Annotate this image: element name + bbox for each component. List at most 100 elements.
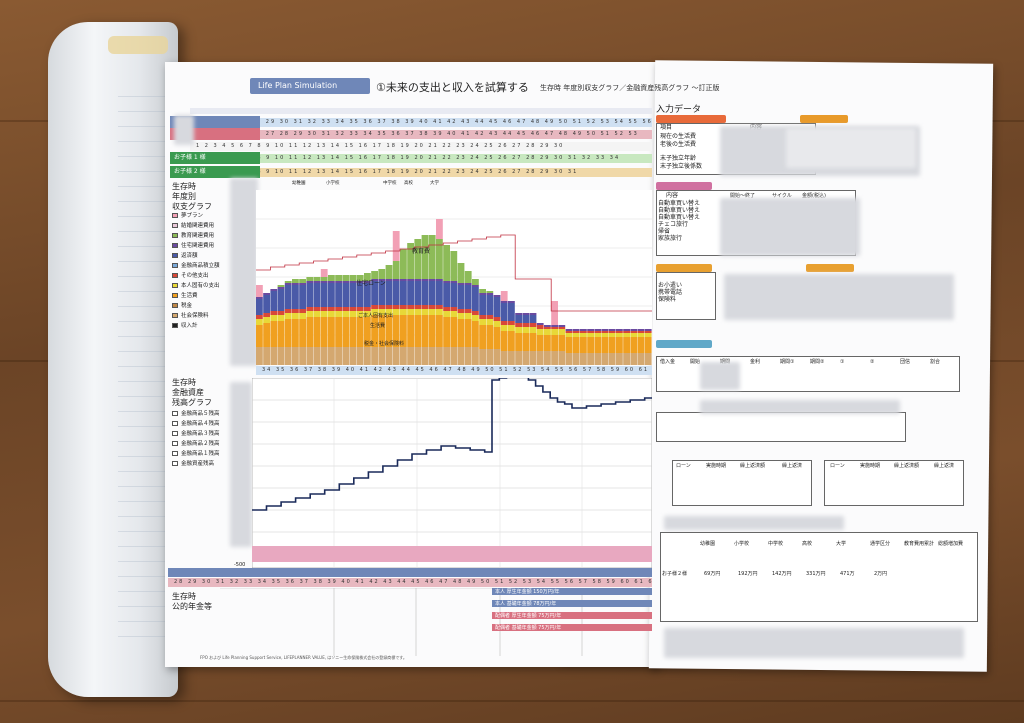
chart-bar-segment <box>356 275 364 281</box>
blurred-values <box>700 362 740 390</box>
chart-bar-segment <box>544 329 551 335</box>
chart-bar-segment <box>616 329 623 331</box>
chart-bg <box>252 378 652 568</box>
chart-bar-segment <box>443 311 450 317</box>
chart-bar-segment <box>608 337 616 353</box>
chart-bar-segment <box>400 315 407 347</box>
school-label: 幼稚園 <box>292 181 306 186</box>
chart-bar-segment <box>630 333 638 337</box>
chart-bar-segment <box>277 289 285 311</box>
blurred-header <box>786 128 916 168</box>
legend-label: 税金 <box>181 303 193 309</box>
chart-bar-segment <box>529 323 537 327</box>
chart-bar-segment <box>637 331 645 333</box>
chart-bar-segment <box>263 293 270 295</box>
event-row: 自動車買い替え <box>658 207 701 214</box>
chart-bar-segment <box>450 281 458 283</box>
chart-bar-segment <box>328 307 335 311</box>
chart-bar-segment <box>407 281 414 305</box>
page-subtitle: 生存時 年度別収支グラフ／金融資産残高グラフ 〜訂正版 <box>540 84 720 92</box>
chart-bar-segment <box>594 329 602 331</box>
prepay-col: ローン <box>676 463 691 469</box>
chart-bar-segment <box>529 313 537 315</box>
chart-bar-segment <box>306 281 314 283</box>
chart-bar-segment <box>644 353 652 365</box>
chart-bar-segment <box>378 279 386 281</box>
chart-bar-segment <box>414 309 422 315</box>
chart-bar-segment <box>421 279 429 281</box>
legend-swatch <box>172 252 178 258</box>
chart-bar-segment <box>587 333 594 337</box>
chart-bar-segment <box>284 313 292 319</box>
chart-bar-segment <box>292 283 299 285</box>
chart-bar-segment <box>515 327 522 333</box>
col-header: 内容 <box>666 192 679 199</box>
legend-item: 金融商品２残高 <box>172 438 220 448</box>
chart-bar-segment <box>385 265 393 279</box>
chart-bar-segment <box>356 307 364 311</box>
chart-bar-segment <box>385 305 393 309</box>
age-band-child1: 1 2 3 4 5 6 7 8 9 10 11 12 13 14 15 16 1… <box>190 154 652 163</box>
prepay-table-2 <box>824 460 964 506</box>
chart-bar-segment <box>572 331 580 333</box>
legend-swatch <box>172 272 178 278</box>
chart-bar-segment <box>335 275 342 281</box>
income-expense-chart <box>256 190 652 365</box>
chart-bar-segment <box>335 347 342 365</box>
edu-col-header: 小学校 <box>734 541 750 547</box>
legend-item: 生活費 <box>172 290 220 300</box>
chart-bar-segment <box>371 279 378 281</box>
chart-bar-segment <box>364 281 371 283</box>
chart-bar-segment <box>428 281 436 305</box>
chart-bar-segment <box>392 261 400 279</box>
chart-bar-segment <box>428 235 436 279</box>
chart-bar-segment <box>515 351 522 365</box>
chart-bar-segment <box>349 275 357 281</box>
chart-bar-segment <box>407 305 414 309</box>
chart-bar-segment <box>637 333 645 337</box>
chart-bar-segment <box>256 297 263 299</box>
loan-col-header: 期間① <box>780 359 795 365</box>
chart-bar-segment <box>601 333 609 337</box>
chart-bar-segment <box>263 295 270 313</box>
chart-bar-segment <box>349 283 357 307</box>
chart-bar-segment <box>587 353 594 365</box>
chart-bar-segment <box>565 337 573 353</box>
chart-bar-segment <box>486 295 494 315</box>
prepay-col: 繰上返済額 <box>894 463 920 469</box>
chart-bar-segment <box>292 279 299 283</box>
chart-bar-segment <box>421 347 429 365</box>
chart-bar-segment <box>421 235 429 279</box>
chart-bar-segment <box>378 269 386 279</box>
chart-label-living: 生活費 <box>370 323 386 329</box>
chart-bar-segment <box>479 293 486 295</box>
chart-bar-segment <box>292 309 299 313</box>
chart-bar-segment <box>414 315 422 347</box>
edu-value: 471万 <box>840 571 855 577</box>
chart-bar-segment <box>277 321 285 347</box>
chart-bar-segment <box>306 307 314 311</box>
legend-item: 返済額 <box>172 250 220 260</box>
event-row: 家族旅行 <box>658 235 683 242</box>
legend-label: 金融商品２残高 <box>181 441 220 447</box>
chart-bar-segment <box>551 301 558 325</box>
chart-label-edu: 教育費 <box>412 248 431 255</box>
chart-bar-segment <box>342 317 350 347</box>
chart-bar-segment <box>349 347 357 365</box>
chart-bar-segment <box>486 349 494 365</box>
chart-bar-segment <box>515 313 522 315</box>
chart-bar-segment <box>493 349 501 365</box>
chart-bar-segment <box>306 311 314 317</box>
chart-bar-segment <box>529 327 537 333</box>
chart-bar-segment <box>436 305 443 309</box>
chart-bar-segment <box>256 325 263 347</box>
legend-item: 金融商品積立額 <box>172 260 220 270</box>
chart-label-self-expense: ご本人固有支出 <box>358 313 394 319</box>
chart-bar-segment <box>594 337 602 353</box>
chart-bar-segment <box>407 315 414 347</box>
section-header-expenses <box>656 264 712 272</box>
chart-bar-segment <box>364 273 371 281</box>
chart-bar-segment <box>342 311 350 317</box>
legend-swatch <box>172 410 178 416</box>
chart-bar-segment <box>450 283 458 307</box>
